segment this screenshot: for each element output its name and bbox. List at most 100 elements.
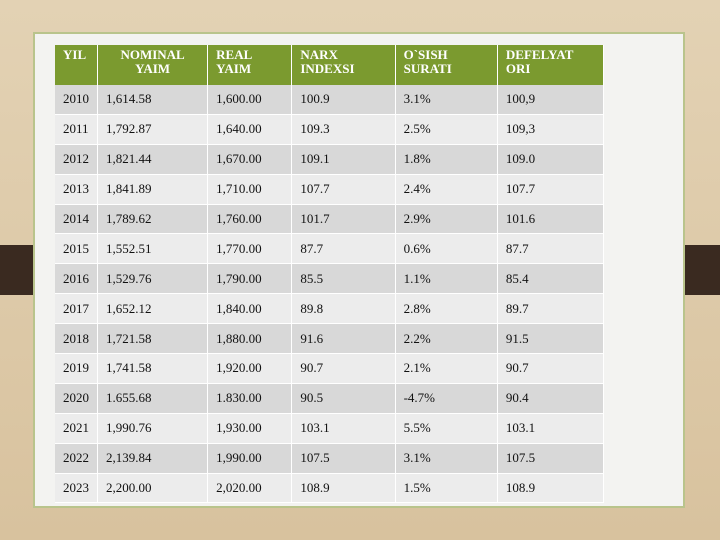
table-cell: 1.830.00 [207,383,293,414]
table-cell: 103.1 [497,413,605,444]
table-cell: 2010 [55,85,98,115]
table-cell: 107.5 [497,443,605,474]
table-cell: 1,760.00 [207,204,293,235]
table-cell: 1,600.00 [207,85,293,115]
table-cell: 107.5 [291,443,396,474]
table-cell: 108.9 [291,473,396,504]
table-cell: 2,020.00 [207,473,293,504]
table-cell: 2013 [55,174,98,205]
table-cell: 2022 [55,443,98,474]
table-row: 2023 2,200.00 2,020.00 108.9 1.5% 108.9 [55,473,605,504]
table-cell: 1,841.89 [97,174,209,205]
header-cell: NOMINAL YAIM [97,45,209,85]
table-cell: 2.5% [395,114,498,145]
table-cell: 2.1% [395,353,498,384]
table-cell: 2.9% [395,204,498,235]
table-cell: 2019 [55,353,98,384]
table-cell: 100.9 [291,85,396,115]
table-cell: 1,652.12 [97,293,209,325]
header-cell: O`SISH SURATI [395,45,498,85]
table-cell: 1,670.00 [207,144,293,175]
table-cell: 3.1% [395,85,498,115]
table-cell: 109.0 [497,144,605,175]
table-cell: 0.6% [395,233,498,265]
table-cell: 2023 [55,473,98,504]
table-cell: 1,614.58 [97,85,209,115]
header-cell: DEFELYAT ORI [497,45,605,85]
table-cell: 2015 [55,233,98,265]
table-cell: 101.7 [291,204,396,235]
table-cell: 2016 [55,263,98,295]
table-cell: 1,920.00 [207,353,293,384]
table-cell: 2.4% [395,174,498,205]
table-cell: 107.7 [497,174,605,205]
table-cell: -4.7% [395,383,498,414]
table-cell: 1,790.00 [207,263,293,295]
table-cell: 1,710.00 [207,174,293,205]
table-cell: 1.8% [395,144,498,175]
table-row: 2018 1,721.58 1,880.00 91.6 2.2% 91.5 [55,323,605,355]
table-cell: 85.5 [291,263,396,295]
table-cell: 1,721.58 [97,323,209,355]
table-cell: 91.5 [497,323,605,355]
table-cell: 1,990.00 [207,443,293,474]
table-cell: 109.3 [291,114,396,145]
table-cell: 1,990.76 [97,413,209,444]
table-cell: 1,880.00 [207,323,293,355]
table-cell: 1.655.68 [97,383,209,414]
table-cell: 108.9 [497,473,605,504]
table-cell: 2012 [55,144,98,175]
table-cell: 3.1% [395,443,498,474]
table-cell: 1,840.00 [207,293,293,325]
table-row: 2020 1.655.68 1.830.00 90.5 -4.7% 90.4 [55,383,605,414]
table-cell: 109.1 [291,144,396,175]
table-row: 2014 1,789.62 1,760.00 101.7 2.9% 101.6 [55,204,605,235]
table-cell: 87.7 [497,233,605,265]
table-cell: 90.4 [497,383,605,414]
table-cell: 89.8 [291,293,396,325]
header-cell: YIL [55,45,98,85]
table-cell: 101.6 [497,204,605,235]
data-table: YIL NOMINAL YAIM REAL YAIM NARX INDEXSI O`SI… [55,45,605,504]
table-cell: 2011 [55,114,98,145]
table-cell: 1,770.00 [207,233,293,265]
table-cell: 107.7 [291,174,396,205]
table-cell: 90.7 [291,353,396,384]
table-cell: 5.5% [395,413,498,444]
table-cell: 2.2% [395,323,498,355]
header-cell: NARX INDEXSI [291,45,396,85]
table-row: 2015 1,552.51 1,770.00 87.7 0.6% 87.7 [55,233,605,265]
table-cell: 1,640.00 [207,114,293,145]
table-cell: 2018 [55,323,98,355]
table-cell: 1,789.62 [97,204,209,235]
table-cell: 103.1 [291,413,396,444]
table-row: 2012 1,821.44 1,670.00 109.1 1.8% 109.0 [55,144,605,175]
table-cell: 89.7 [497,293,605,325]
table-row: 2021 1,990.76 1,930.00 103.1 5.5% 103.1 [55,413,605,444]
table-row: 2010 1,614.58 1,600.00 100.9 3.1% 100,9 [55,85,605,115]
table-row: 2017 1,652.12 1,840.00 89.8 2.8% 89.7 [55,293,605,325]
table-cell: 109,3 [497,114,605,145]
table-cell: 87.7 [291,233,396,265]
table-cell: 85.4 [497,263,605,295]
table-row: 2011 1,792.87 1,640.00 109.3 2.5% 109,3 [55,114,605,145]
table-row: 2013 1,841.89 1,710.00 107.7 2.4% 107.7 [55,174,605,205]
table-body: 2010 1,614.58 1,600.00 100.9 3.1% 100,9 2011 1,… [55,85,605,504]
table-cell: 100,9 [497,85,605,115]
table-cell: 1.1% [395,263,498,295]
table-cell: 1,821.44 [97,144,209,175]
table-cell: 1.5% [395,473,498,504]
table-cell: 1,529.76 [97,263,209,295]
table-cell: 1,930.00 [207,413,293,444]
table-cell: 2020 [55,383,98,414]
table-cell: 1,741.58 [97,353,209,384]
table-cell: 2.8% [395,293,498,325]
table-row: 2019 1,741.58 1,920.00 90.7 2.1% 90.7 [55,353,605,384]
table-row: 2016 1,529.76 1,790.00 85.5 1.1% 85.4 [55,263,605,295]
table-cell: 1,792.87 [97,114,209,145]
table-cell: 91.6 [291,323,396,355]
table-cell: 90.5 [291,383,396,414]
table-cell: 1,552.51 [97,233,209,265]
header-row: YIL NOMINAL YAIM REAL YAIM NARX INDEXSI O`SI… [55,45,605,85]
